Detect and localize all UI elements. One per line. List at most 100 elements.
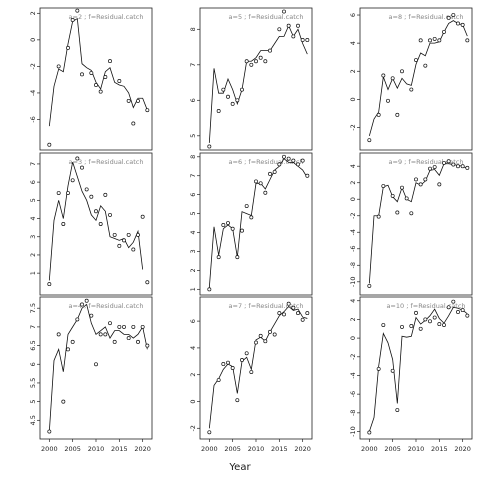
x-tick-label: 2020 bbox=[134, 445, 151, 453]
observed-point bbox=[47, 429, 52, 434]
y-tick-label: -4 bbox=[349, 372, 357, 378]
observed-point bbox=[80, 302, 84, 307]
panel-title: a=10 ; f=Residual.catch bbox=[386, 302, 465, 310]
x-tick-label: 2005 bbox=[384, 445, 401, 453]
observed-point bbox=[268, 329, 272, 334]
y-tick-label: 0 bbox=[29, 38, 37, 42]
observed-point bbox=[61, 222, 66, 226]
y-tick-label: 5 bbox=[29, 198, 37, 202]
observed-point bbox=[296, 311, 300, 316]
y-tick-label: 3 bbox=[29, 235, 37, 239]
observed-point bbox=[94, 83, 98, 87]
observed-point bbox=[460, 308, 465, 313]
panel-frame bbox=[359, 152, 473, 296]
observed-point bbox=[423, 63, 428, 68]
observed-point bbox=[423, 317, 428, 322]
observed-point bbox=[80, 165, 84, 170]
y-tick-label: 2 bbox=[349, 181, 357, 185]
observed-point bbox=[414, 58, 418, 62]
y-tick-label: 6 bbox=[29, 180, 37, 184]
observed-point bbox=[277, 162, 282, 167]
observed-point bbox=[131, 324, 136, 329]
model-line bbox=[208, 24, 308, 143]
observed-point bbox=[263, 59, 268, 64]
observed-point bbox=[442, 29, 446, 34]
panel-title: a=3 ; f=Residual.catch bbox=[69, 158, 144, 166]
observed-point bbox=[235, 255, 240, 260]
observed-point bbox=[254, 179, 258, 184]
observed-point bbox=[140, 324, 145, 329]
y-tick-label: 5 bbox=[189, 134, 197, 138]
observed-point bbox=[75, 156, 80, 161]
y-tick-label: 2 bbox=[189, 268, 197, 272]
x-tick-label: 2005 bbox=[64, 445, 81, 453]
observed-point bbox=[432, 165, 437, 169]
observed-point bbox=[432, 36, 437, 41]
x-tick-label: 2020 bbox=[294, 445, 311, 453]
y-tick-label: 2 bbox=[189, 373, 197, 377]
observed-point bbox=[244, 59, 249, 64]
y-tick-label: 5 bbox=[29, 400, 37, 404]
observed-point bbox=[291, 34, 296, 39]
observed-point bbox=[418, 38, 423, 43]
y-tick-label: -2 bbox=[349, 124, 357, 130]
observed-point bbox=[442, 323, 446, 327]
y-tick-label: 4 bbox=[29, 216, 37, 220]
observed-point bbox=[395, 210, 400, 215]
y-tick-label: 5 bbox=[189, 212, 197, 216]
model-line bbox=[368, 163, 468, 284]
observed-point bbox=[94, 209, 98, 214]
observed-point bbox=[98, 332, 103, 337]
observed-point bbox=[465, 165, 470, 170]
observed-point bbox=[240, 358, 244, 362]
observed-point bbox=[300, 317, 305, 322]
y-tick-label: 7 bbox=[29, 325, 37, 329]
observed-point bbox=[122, 238, 126, 243]
observed-point bbox=[108, 212, 112, 217]
observed-point bbox=[221, 222, 226, 227]
observed-point bbox=[103, 75, 108, 79]
observed-point bbox=[465, 313, 470, 318]
observed-point bbox=[451, 299, 456, 304]
observed-point bbox=[112, 232, 117, 237]
y-tick-label: -2 bbox=[349, 213, 357, 219]
y-tick-label: 1 bbox=[189, 287, 197, 291]
observed-point bbox=[84, 298, 89, 303]
observed-point bbox=[296, 23, 300, 28]
observed-point bbox=[230, 366, 235, 370]
observed-point bbox=[94, 362, 98, 367]
y-tick-label: -6 bbox=[29, 116, 37, 122]
observed-point bbox=[291, 158, 296, 163]
y-tick-label: -8 bbox=[349, 410, 357, 416]
observed-point bbox=[400, 185, 404, 190]
observed-point bbox=[80, 72, 84, 77]
observed-point bbox=[226, 94, 230, 99]
observed-point bbox=[376, 366, 381, 371]
x-tick-label: 2015 bbox=[111, 445, 128, 453]
observed-point bbox=[437, 322, 442, 327]
observed-point bbox=[442, 160, 446, 165]
observed-point bbox=[249, 215, 254, 220]
observed-point bbox=[277, 311, 282, 316]
observed-point bbox=[300, 38, 305, 42]
observed-point bbox=[414, 310, 418, 315]
observed-point bbox=[145, 280, 150, 285]
panel-5: a=6 ; f=Residual.catch 1 2 3 4 5 6 7 8 bbox=[189, 152, 313, 296]
observed-point bbox=[207, 430, 212, 435]
y-tick-label: -4 bbox=[349, 229, 357, 235]
observed-point bbox=[230, 226, 235, 231]
observed-point bbox=[418, 326, 423, 331]
observed-point bbox=[117, 324, 122, 329]
observed-point bbox=[291, 305, 296, 310]
y-tick-label: 1 bbox=[29, 271, 37, 275]
y-tick-label: 0 bbox=[349, 97, 357, 101]
y-tick-label: -10 bbox=[349, 426, 357, 437]
panel-frame bbox=[199, 7, 313, 151]
y-tick-label: 2 bbox=[349, 69, 357, 73]
observed-point bbox=[428, 166, 432, 171]
model-line bbox=[48, 303, 148, 432]
observed-point bbox=[131, 121, 136, 126]
observed-point bbox=[103, 192, 108, 197]
observed-point bbox=[296, 162, 300, 167]
observed-point bbox=[126, 232, 131, 237]
